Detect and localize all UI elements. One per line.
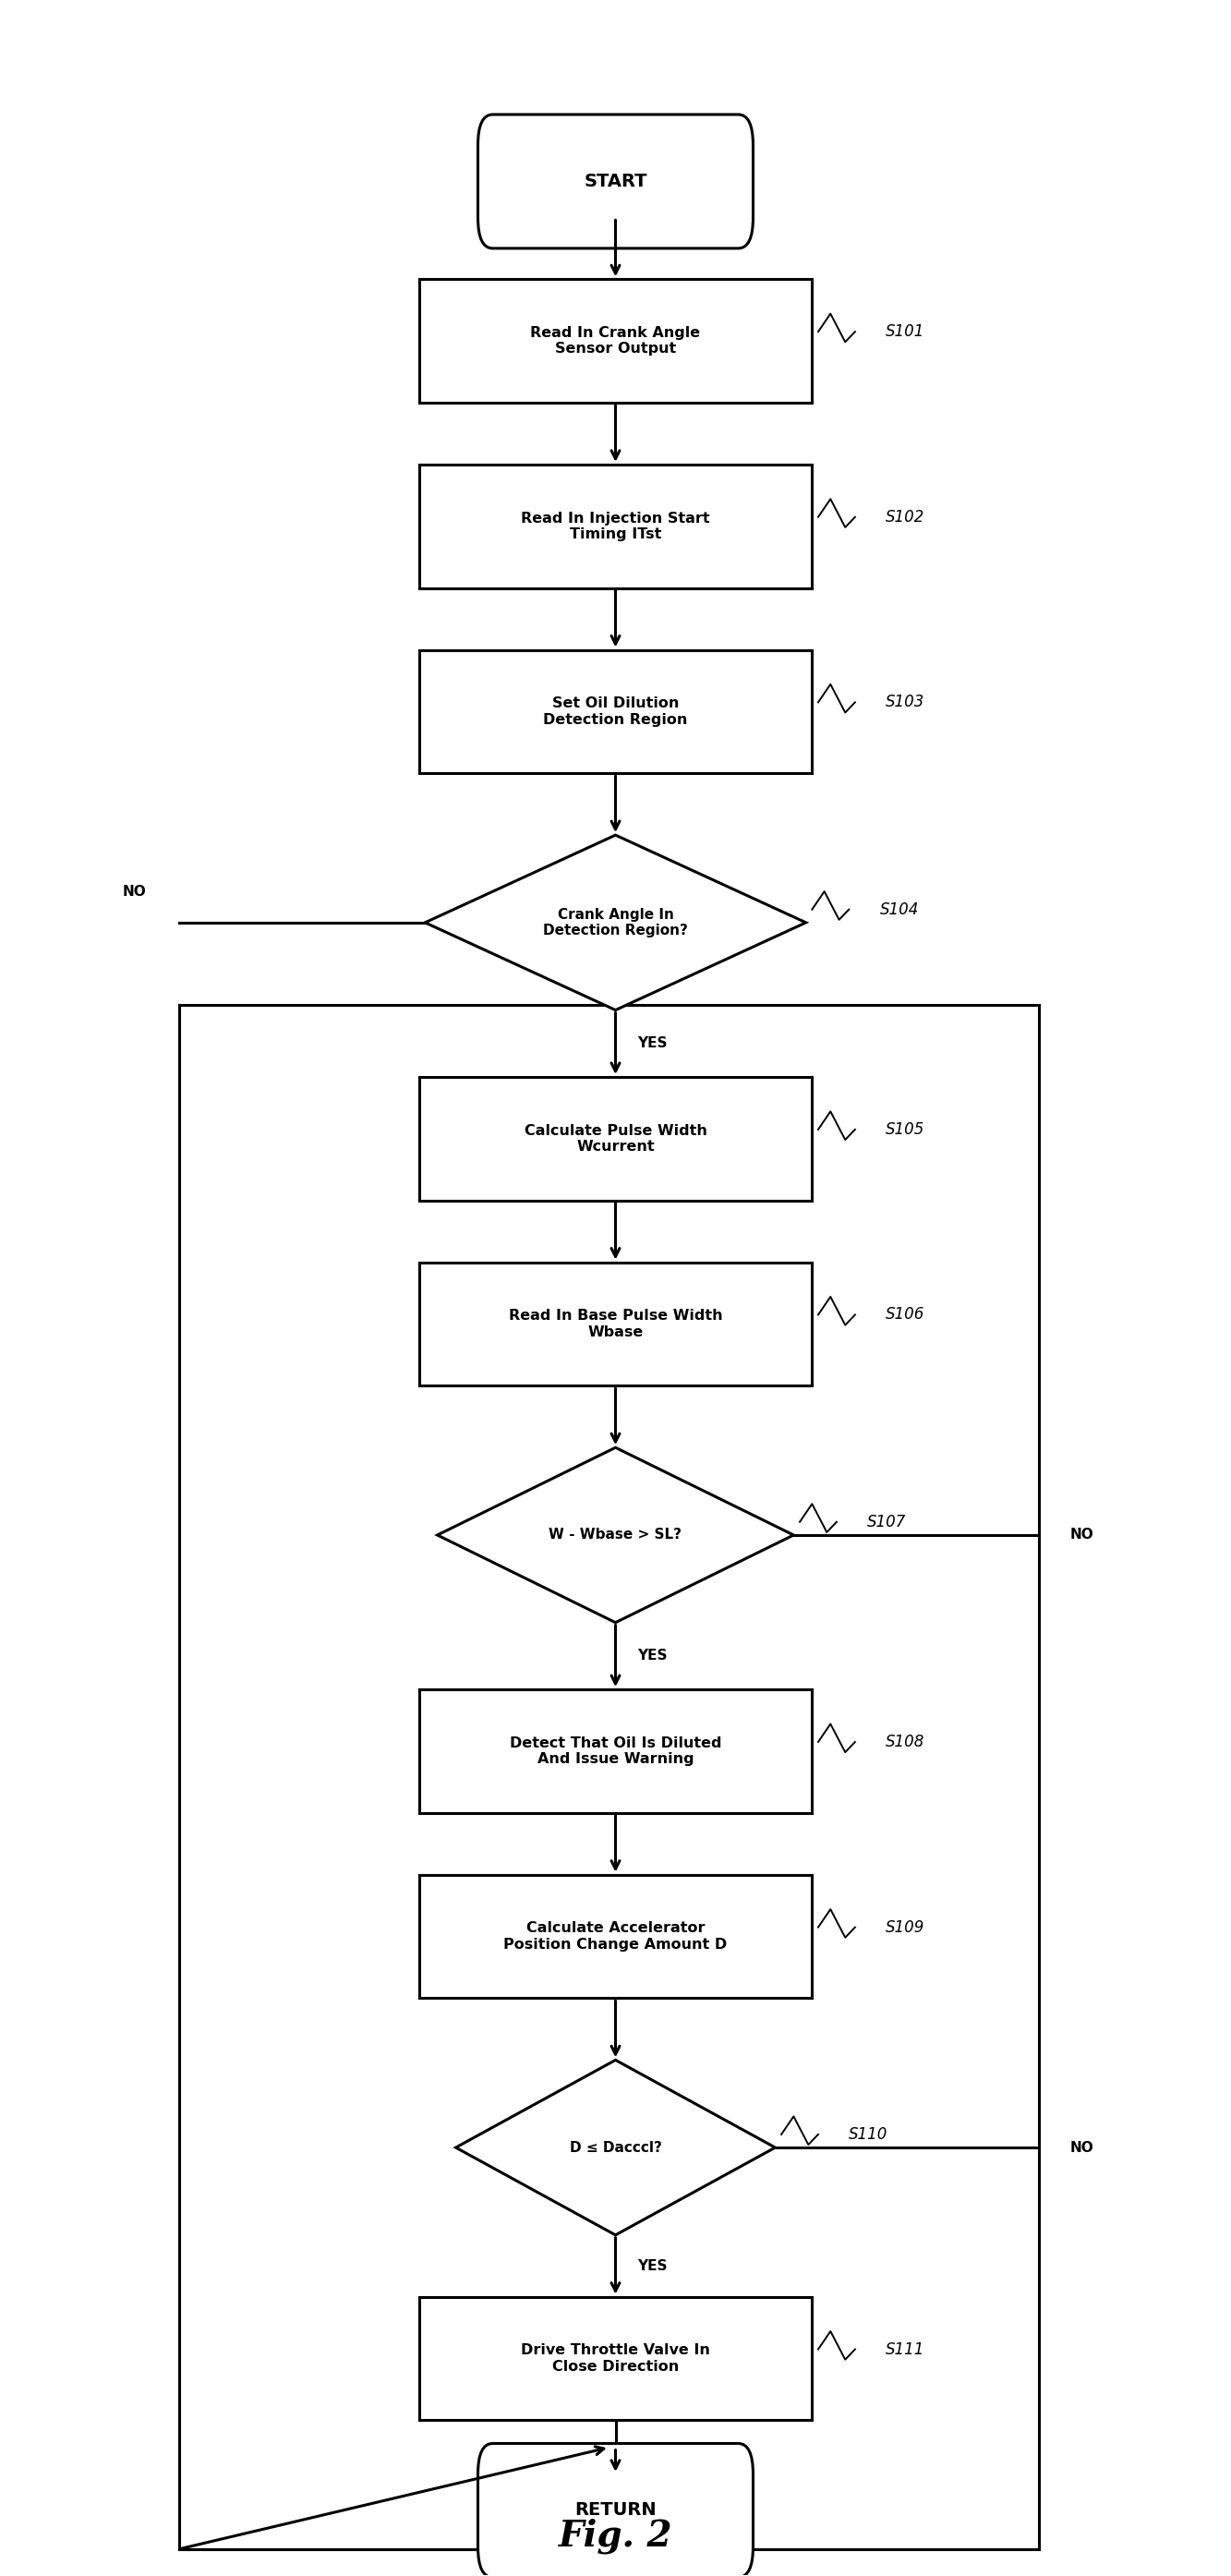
Text: S111: S111 bbox=[886, 2342, 924, 2357]
Text: Calculate Pulse Width
Wcurrent: Calculate Pulse Width Wcurrent bbox=[524, 1123, 707, 1154]
Text: YES: YES bbox=[638, 1649, 667, 1664]
Text: S101: S101 bbox=[886, 325, 924, 340]
Text: Fig. 2: Fig. 2 bbox=[559, 2519, 672, 2555]
Text: Detect That Oil Is Diluted
And Issue Warning: Detect That Oil Is Diluted And Issue War… bbox=[510, 1736, 721, 1767]
Text: Read In Injection Start
Timing ITst: Read In Injection Start Timing ITst bbox=[521, 510, 710, 541]
Text: D ≤ Dacccl?: D ≤ Dacccl? bbox=[570, 2141, 661, 2154]
Text: S105: S105 bbox=[886, 1121, 924, 1139]
Text: Read In Base Pulse Width
Wbase: Read In Base Pulse Width Wbase bbox=[508, 1309, 723, 1340]
Text: S106: S106 bbox=[886, 1306, 924, 1324]
Polygon shape bbox=[437, 1448, 794, 1623]
Text: Set Oil Dilution
Detection Region: Set Oil Dilution Detection Region bbox=[543, 696, 688, 726]
Text: NO: NO bbox=[1070, 1528, 1094, 1543]
Bar bbox=[419, 464, 812, 587]
Text: NO: NO bbox=[122, 884, 145, 899]
Text: S110: S110 bbox=[849, 2125, 888, 2143]
FancyBboxPatch shape bbox=[478, 113, 753, 247]
Bar bbox=[419, 1077, 812, 1200]
Text: S104: S104 bbox=[880, 902, 918, 917]
Bar bbox=[419, 1690, 812, 1814]
Text: Read In Crank Angle
Sensor Output: Read In Crank Angle Sensor Output bbox=[531, 327, 700, 355]
Bar bbox=[419, 2298, 812, 2421]
Text: S107: S107 bbox=[868, 1515, 906, 1530]
Text: Crank Angle In
Detection Region?: Crank Angle In Detection Region? bbox=[543, 907, 688, 938]
Text: W - Wbase > SL?: W - Wbase > SL? bbox=[549, 1528, 682, 1543]
Text: Drive Throttle Valve In
Close Direction: Drive Throttle Valve In Close Direction bbox=[521, 2344, 710, 2372]
Text: S108: S108 bbox=[886, 1734, 924, 1749]
Text: S103: S103 bbox=[886, 693, 924, 711]
Bar bbox=[419, 278, 812, 402]
Bar bbox=[419, 1875, 812, 1999]
Polygon shape bbox=[455, 2061, 776, 2236]
Polygon shape bbox=[425, 835, 806, 1010]
Text: YES: YES bbox=[638, 2259, 667, 2272]
Text: RETURN: RETURN bbox=[575, 2501, 656, 2519]
Text: YES: YES bbox=[638, 1036, 667, 1051]
Text: Calculate Accelerator
Position Change Amount D: Calculate Accelerator Position Change Am… bbox=[503, 1922, 728, 1953]
Text: S102: S102 bbox=[886, 507, 924, 526]
Bar bbox=[419, 1262, 812, 1386]
FancyBboxPatch shape bbox=[478, 2445, 753, 2576]
Text: START: START bbox=[583, 173, 648, 191]
Bar bbox=[419, 649, 812, 773]
Text: NO: NO bbox=[1070, 2141, 1094, 2154]
Text: S109: S109 bbox=[886, 1919, 924, 1935]
